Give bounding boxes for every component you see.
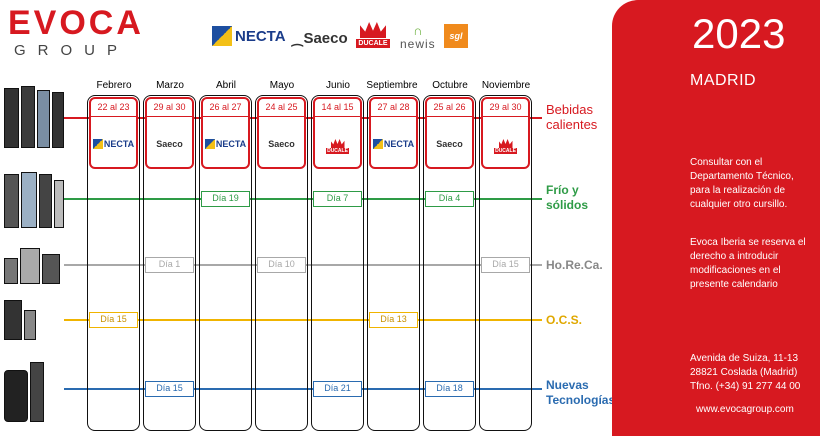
crown-icon [498,139,513,148]
category-tech: Nuevas Tecnologías [546,378,616,407]
category-hot-drinks: Bebidas calientes [546,102,598,132]
horeca-machines-image [4,244,64,284]
necta-logo: NECTA [212,26,286,46]
month-column [367,95,420,431]
hot-drinks-session: 26 al 27 NECTA [201,97,250,169]
address-line-1: Avenida de Suiza, 11-13 [690,353,799,364]
ocs-line [64,319,542,321]
horeca-session: Día 10 [257,257,306,273]
saeco-label: Saeco [303,30,348,47]
newis-label: newis [400,37,436,51]
category-horeca: Ho.Re.Ca. [546,258,603,272]
hot-drinks-session: 25 al 26 Saeco [425,97,474,169]
newis-logo: ∩ newis [400,24,436,51]
cold-snack-machines-image [4,170,65,228]
session-date: 27 al 28 [371,99,416,117]
saeco-swirl-icon: ⁔ [292,30,303,46]
hot-drinks-machines-image [4,84,64,148]
logo-sub: GROUP [14,42,130,59]
brand-logos: NECTA ⁔ Saeco DUCALE ∩ newis sgl [212,22,482,56]
necta-flag-icon [92,139,103,149]
saeco-logo: ⁔ Saeco [292,30,348,47]
hot-drinks-session: 29 al 30 DUCALE [481,97,530,169]
logo-name: EVOCA [8,4,144,42]
tech-session: Día 21 [313,381,362,397]
disclaimer-note: Evoca Iberia se reserva el derecho a int… [690,237,806,290]
session-date: 24 al 25 [259,99,304,117]
month-column [143,95,196,431]
phone-number: Tfno. (+34) 91 277 44 00 [690,381,801,392]
necta-flag-icon [372,139,383,149]
cold-session: Día 4 [425,191,474,207]
hot-drinks-session: 14 al 15 DUCALE [313,97,362,169]
crown-icon [330,139,345,148]
month-column [255,95,308,431]
hot-drinks-session: 22 al 23 NECTA [89,97,138,169]
month-column [479,95,532,431]
horeca-session: Día 15 [481,257,530,273]
cold-session: Día 7 [313,191,362,207]
necta-flag-icon [212,26,232,46]
cold-session: Día 19 [201,191,250,207]
ocs-session: Día 13 [369,312,418,328]
month-header: Septiembre [366,80,418,91]
session-date: 22 al 23 [91,99,136,117]
tech-session: Día 18 [425,381,474,397]
ducale-logo: DUCALE [356,22,390,48]
necta-flag-icon [204,139,215,149]
tech-session: Día 15 [145,381,194,397]
ducale-label: DUCALE [356,39,390,48]
month-header: Octubre [432,80,468,91]
necta-logo: NECTA [204,139,246,149]
month-header: Noviembre [481,80,531,91]
hot-drinks-session: 29 al 30 Saeco [145,97,194,169]
cold-line [64,198,542,200]
necta-logo: NECTA [372,139,414,149]
contact-note: Consultar con el Departamento Técnico, p… [690,157,794,210]
month-column [423,95,476,431]
month-header: Febrero [96,80,132,91]
newis-icon: ∩ [413,23,423,38]
month-column [311,95,364,431]
session-date: 25 al 26 [427,99,472,117]
saeco-logo: Saeco [268,139,295,149]
tech-line [64,388,542,390]
ocs-session: Día 15 [89,312,138,328]
hot-drinks-session: 27 al 28 NECTA [369,97,418,169]
horeca-session: Día 1 [145,257,194,273]
address-line-2: 28821 Coslada (Madrid) [690,367,798,378]
city-label: MADRID [690,72,757,89]
month-header: Mayo [269,80,295,91]
saeco-logo: Saeco [156,139,183,149]
necta-label: NECTA [235,27,286,45]
category-ocs: O.C.S. [546,313,583,327]
month-header: Junio [326,80,350,91]
session-date: 26 al 27 [203,99,248,117]
session-date: 14 al 15 [315,99,360,117]
year-title: 2023 [692,10,786,57]
crown-icon [360,22,386,38]
info-panel [612,0,820,436]
month-header: Marzo [156,80,184,91]
necta-logo: NECTA [92,139,134,149]
new-tech-phone-image [4,360,64,422]
month-column [199,95,252,431]
sgl-label: sgl [449,31,463,41]
evoca-logo: EVOCA GROUP [8,6,168,59]
month-header: Abril [215,80,236,91]
month-column [87,95,140,431]
website-link[interactable]: www.evocagroup.com [696,404,794,415]
ducale-logo: DUCALE [326,139,349,154]
session-date: 29 al 30 [483,99,528,117]
saeco-logo: Saeco [436,139,463,149]
ducale-logo: DUCALE [494,139,517,154]
hot-drinks-session: 24 al 25 Saeco [257,97,306,169]
session-date: 29 al 30 [147,99,192,117]
ocs-machine-image [4,294,64,340]
sgl-logo: sgl [444,24,468,48]
category-cold: Frío y sólidos [546,183,589,212]
